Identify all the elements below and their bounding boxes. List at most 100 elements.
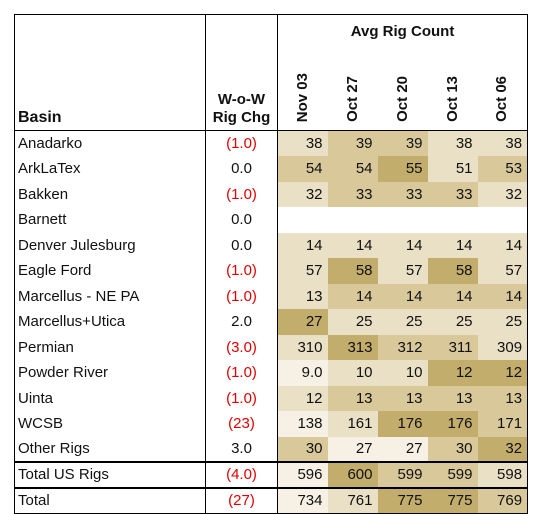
table-row: Marcellus - NE PA (1.0) 13 14 14 14 14 (14, 283, 529, 309)
rig-count-cell: 775 (427, 486, 478, 514)
wow-change: (1.0) (205, 360, 278, 386)
rig-count-cell: 39 (327, 130, 378, 156)
rig-count-cell: 10 (377, 360, 428, 386)
wow-change: 0.0 (205, 156, 278, 182)
rig-count-cell: 769 (477, 486, 529, 514)
rig-count-cell: 14 (277, 232, 328, 258)
wow-change: (1.0) (205, 181, 278, 207)
rig-count-cell: 14 (327, 283, 378, 309)
rig-count-cell: 27 (377, 436, 428, 462)
rig-count-cell: 313 (327, 334, 378, 360)
rig-count-cell: 57 (477, 258, 529, 284)
rig-count-cell: 138 (277, 411, 328, 437)
rig-count-cell: 27 (327, 436, 378, 462)
rig-count-cell (428, 207, 478, 233)
rig-count-cell (328, 207, 378, 233)
rig-count-cell: 32 (477, 181, 529, 207)
rig-count-cell: 13 (477, 385, 529, 411)
total-row: Total US Rigs (4.0) 596 600 599 599 598 (14, 461, 529, 488)
basin-name: Total (14, 486, 206, 514)
rig-count-cell: 55 (377, 156, 428, 182)
rig-count-cell: 14 (327, 232, 378, 258)
rig-count-cell: 13 (277, 283, 328, 309)
wow-change: 2.0 (205, 309, 278, 335)
table-row: Other Rigs 3.0 30 27 27 30 32 (14, 436, 529, 462)
rig-count-cell: 25 (377, 309, 428, 335)
rig-count-cell: 25 (327, 309, 378, 335)
rig-count-cell: 14 (427, 283, 478, 309)
rig-count-cell: 38 (277, 130, 328, 156)
wow-change: 3.0 (205, 436, 278, 462)
basin-name: Other Rigs (14, 436, 206, 462)
wow-column-header: W-o-W Rig Chg (205, 14, 278, 131)
rig-count-cell: 14 (377, 283, 428, 309)
rig-count-cell: 57 (377, 258, 428, 284)
table-row: Permian (3.0) 310 313 312 311 309 (14, 334, 529, 360)
basin-name: Total US Rigs (14, 461, 206, 488)
rig-count-cell: 54 (277, 156, 328, 182)
date-header: Oct 06 (477, 48, 529, 131)
rig-count-cell: 57 (277, 258, 328, 284)
rig-count-cell: 176 (427, 411, 478, 437)
table-row: Denver Julesburg 0.0 14 14 14 14 14 (14, 232, 529, 258)
wow-change: (23) (205, 411, 278, 437)
rig-count-cell: 12 (477, 360, 529, 386)
rig-count-cell: 9.0 (277, 360, 328, 386)
wow-change: (4.0) (205, 461, 278, 488)
date-header: Oct 27 (327, 48, 378, 131)
rig-count-cell: 30 (427, 436, 478, 462)
rig-count-cell: 32 (277, 181, 328, 207)
wow-header-line1: W-o-W (217, 91, 266, 108)
basin-column-header: Basin (14, 14, 206, 131)
rig-count-cell: 13 (427, 385, 478, 411)
wow-change: (1.0) (205, 258, 278, 284)
rig-count-cell: 161 (327, 411, 378, 437)
table-row: Bakken (1.0) 32 33 33 33 32 (14, 181, 529, 207)
rig-count-cell: 38 (427, 130, 478, 156)
rig-count-cell: 14 (477, 232, 529, 258)
rig-count-cell: 309 (477, 334, 529, 360)
rig-count-cell: 596 (277, 461, 328, 488)
wow-change: 0.0 (205, 232, 278, 258)
rig-count-cell (378, 207, 428, 233)
wow-change: (3.0) (205, 334, 278, 360)
rig-count-cell: 13 (327, 385, 378, 411)
basin-name: Permian (14, 334, 206, 360)
basin-name: Denver Julesburg (14, 232, 206, 258)
wow-change: (27) (205, 486, 278, 514)
rig-count-cell: 54 (327, 156, 378, 182)
table-row: Uinta (1.0) 12 13 13 13 13 (14, 385, 529, 411)
wow-change: (1.0) (205, 385, 278, 411)
basin-name: Anadarko (14, 130, 206, 156)
rig-count-cell: 30 (277, 436, 328, 462)
date-header: Oct 20 (377, 48, 428, 131)
wow-header-line2: Rig Chg (212, 109, 271, 126)
rig-count-cell: 32 (477, 436, 529, 462)
date-header: Nov 03 (277, 48, 328, 131)
rig-count-cell: 13 (377, 385, 428, 411)
rig-count-cell: 176 (377, 411, 428, 437)
rig-count-cell: 761 (327, 486, 378, 514)
rig-count-cell: 53 (477, 156, 529, 182)
rig-count-cell: 12 (427, 360, 478, 386)
rig-count-cell (278, 207, 328, 233)
basin-name: Powder River (14, 360, 206, 386)
rig-count-cell: 12 (277, 385, 328, 411)
rig-count-cell: 51 (427, 156, 478, 182)
rig-count-cell: 58 (327, 258, 378, 284)
rig-count-cell: 25 (477, 309, 529, 335)
rig-count-cell: 14 (427, 232, 478, 258)
wow-change: 0.0 (205, 207, 278, 233)
rig-count-cell: 14 (477, 283, 529, 309)
rig-count-cell: 775 (377, 486, 428, 514)
rig-count-cell: 33 (327, 181, 378, 207)
basin-name: ArkLaTex (14, 156, 206, 182)
table-row: Barnett 0.0 (14, 207, 529, 233)
table-row: Powder River (1.0) 9.0 10 10 12 12 (14, 360, 529, 386)
table-row: WCSB (23) 138 161 176 176 171 (14, 411, 529, 437)
basin-name: Marcellus+Utica (14, 309, 206, 335)
rig-count-cell: 38 (477, 130, 529, 156)
rig-count-cell: 310 (277, 334, 328, 360)
rig-count-cell (477, 207, 529, 233)
wow-change: (1.0) (205, 130, 278, 156)
